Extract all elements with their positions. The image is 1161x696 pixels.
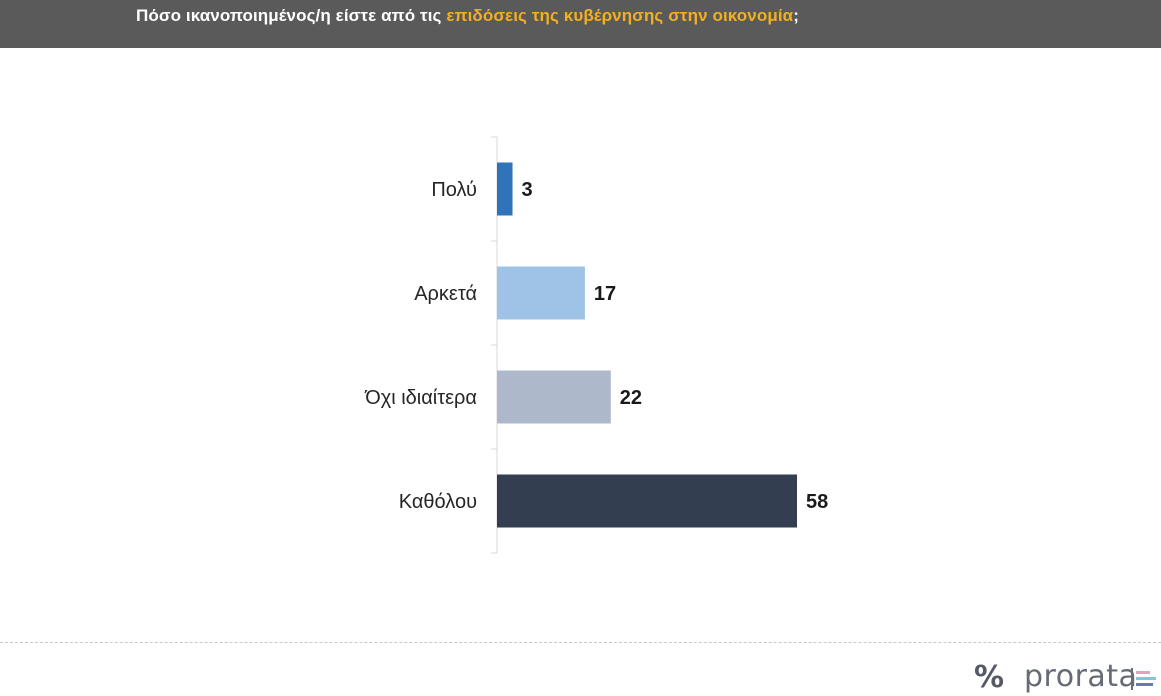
- category-labels: Πολύ Αρκετά Όχι ιδιαίτερα Καθόλου: [364, 179, 477, 513]
- bar-4: [497, 474, 797, 528]
- bar-1: [497, 162, 513, 216]
- bars-logo-icon: [1131, 668, 1156, 690]
- brand-name: prorata: [1024, 659, 1138, 694]
- data-label: 22: [620, 387, 642, 409]
- title-suffix: ;: [793, 6, 799, 25]
- category-label: Αρκετά: [414, 283, 477, 305]
- header-bar: Πόσο ικανοποιημένος/η είστε από τις επιδ…: [0, 0, 1161, 48]
- bars-group: [497, 162, 797, 528]
- category-label: Καθόλου: [399, 491, 477, 513]
- category-axis: [491, 136, 498, 554]
- title-highlight: επιδόσεις της κυβέρνησης στην οικονομία: [446, 6, 794, 25]
- bar-2: [497, 266, 585, 320]
- data-label: 3: [522, 179, 533, 201]
- prorata-logo: % prorata: [974, 656, 1161, 696]
- value-labels: 3 17 22 58: [522, 179, 829, 513]
- data-label: 17: [594, 283, 616, 305]
- category-label: Όχι ιδιαίτερα: [364, 387, 477, 409]
- footer-divider: [0, 642, 1161, 643]
- data-label: 58: [806, 491, 828, 513]
- page-title: Πόσο ικανοποιημένος/η είστε από τις επιδ…: [136, 6, 799, 26]
- percent-logo-icon: %: [974, 660, 1005, 695]
- category-label: Πολύ: [431, 179, 477, 201]
- title-prefix: Πόσο ικανοποιημένος/η είστε από τις: [136, 6, 447, 25]
- bar-3: [497, 370, 611, 424]
